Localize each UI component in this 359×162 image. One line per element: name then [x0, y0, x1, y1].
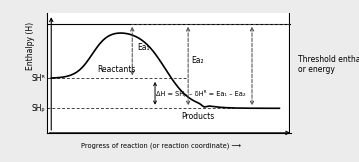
Text: SHᴿ: SHᴿ [32, 74, 46, 83]
Text: Enthalpy (H): Enthalpy (H) [26, 22, 35, 70]
Text: Progress of reaction (or reaction coordinate) ⟶: Progress of reaction (or reaction coordi… [81, 142, 241, 149]
Text: Ea₂: Ea₂ [192, 56, 204, 65]
Text: SHₚ: SHₚ [32, 104, 46, 113]
Text: Ea₁: Ea₁ [137, 42, 149, 52]
Text: Reactants: Reactants [97, 65, 135, 74]
Text: Threshold enthalpy
or energy: Threshold enthalpy or energy [298, 55, 359, 75]
Text: ΔH = SHₚ – δHᴿ = Ea₁ – Ea₂: ΔH = SHₚ – δHᴿ = Ea₁ – Ea₂ [156, 90, 246, 97]
Text: Products: Products [181, 112, 215, 121]
